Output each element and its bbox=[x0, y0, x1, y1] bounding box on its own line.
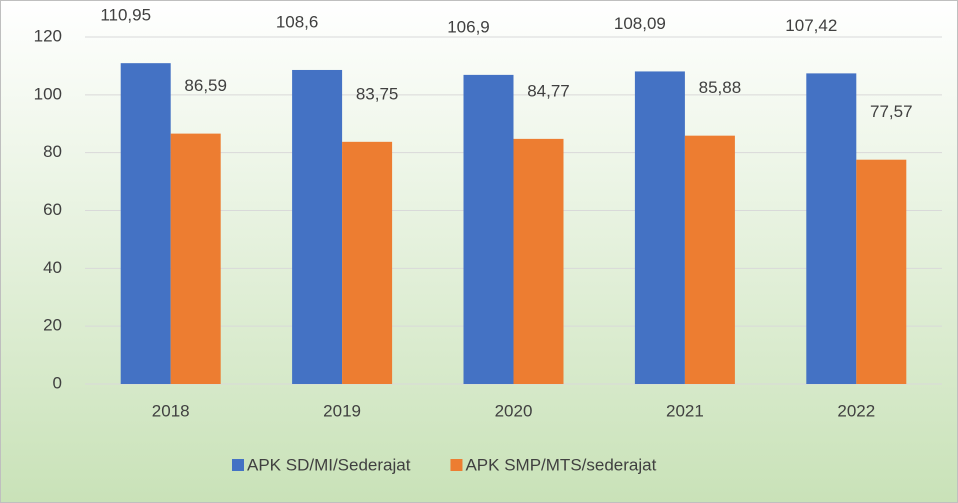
y-tick-label: 20 bbox=[43, 316, 62, 335]
bar bbox=[513, 138, 564, 384]
y-tick-label: 120 bbox=[34, 26, 62, 45]
value-label: 106,9 bbox=[447, 17, 490, 36]
legend-label: APK SMP/MTS/sederajat bbox=[465, 455, 656, 474]
value-label: 107,42 bbox=[785, 16, 837, 35]
legend-swatch bbox=[450, 459, 463, 471]
y-tick-label: 60 bbox=[43, 200, 62, 219]
value-label: 110,95 bbox=[100, 6, 151, 25]
value-label: 86,59 bbox=[184, 76, 227, 95]
bar bbox=[342, 141, 393, 384]
bar bbox=[463, 74, 514, 385]
value-label: 83,75 bbox=[356, 84, 399, 103]
y-tick-label: 0 bbox=[53, 373, 62, 392]
x-tick-label: 2021 bbox=[666, 401, 704, 420]
bar bbox=[634, 71, 685, 384]
bar bbox=[292, 69, 343, 384]
x-tick-label: 2019 bbox=[323, 401, 361, 420]
bar bbox=[684, 135, 735, 384]
legend-label: APK SD/MI/Sederajat bbox=[247, 455, 411, 474]
y-tick-label: 40 bbox=[43, 258, 62, 277]
y-tick-label: 80 bbox=[43, 142, 62, 161]
x-tick-label: 2018 bbox=[152, 401, 190, 420]
x-tick-label: 2020 bbox=[495, 401, 533, 420]
value-label: 85,88 bbox=[699, 78, 742, 97]
legend-swatch bbox=[232, 459, 244, 471]
value-label: 84,77 bbox=[527, 81, 570, 100]
bar bbox=[120, 63, 171, 384]
bar bbox=[856, 159, 907, 384]
y-tick-label: 100 bbox=[34, 84, 62, 103]
value-label: 108,6 bbox=[276, 12, 319, 31]
x-tick-label: 2022 bbox=[837, 401, 875, 420]
value-label: 77,57 bbox=[870, 102, 913, 121]
bar bbox=[170, 133, 221, 384]
bar bbox=[806, 73, 857, 384]
value-label: 108,09 bbox=[614, 14, 666, 33]
